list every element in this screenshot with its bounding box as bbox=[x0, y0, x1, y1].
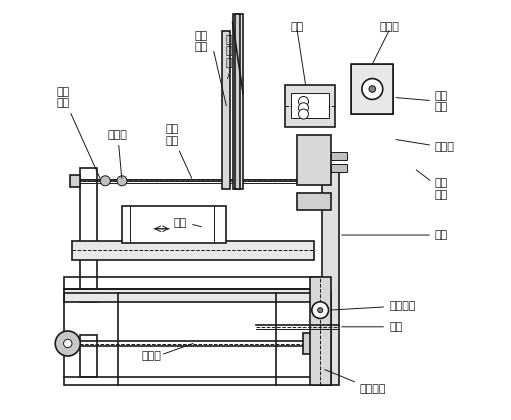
Text: 螺栓孔: 螺栓孔 bbox=[396, 139, 455, 152]
Bar bbox=[122, 206, 226, 243]
Bar bbox=[63, 277, 322, 289]
Circle shape bbox=[298, 97, 309, 107]
Circle shape bbox=[369, 86, 376, 92]
Text: 摆杆: 摆杆 bbox=[342, 322, 402, 332]
Circle shape bbox=[312, 302, 329, 318]
Text: 连接座: 连接座 bbox=[379, 22, 399, 32]
Bar bbox=[63, 294, 331, 385]
Circle shape bbox=[63, 339, 72, 348]
Circle shape bbox=[298, 103, 309, 113]
Circle shape bbox=[298, 109, 309, 119]
Text: 下放
机构: 下放 机构 bbox=[416, 170, 448, 200]
Text: 机座: 机座 bbox=[291, 22, 304, 32]
Bar bbox=[236, 14, 241, 189]
Bar bbox=[331, 152, 347, 160]
Text: 安装
滑轮: 安装 滑轮 bbox=[396, 91, 448, 112]
Bar bbox=[233, 14, 243, 189]
Text: 调节
长槽: 调节 长槽 bbox=[166, 124, 192, 178]
Bar bbox=[80, 335, 97, 377]
Text: 支撑板: 支撑板 bbox=[108, 130, 128, 178]
Text: 链轮轴: 链轮轴 bbox=[141, 351, 161, 361]
Text: 凸轮磙子: 凸轮磙子 bbox=[331, 301, 415, 311]
Text: 机架: 机架 bbox=[342, 230, 448, 240]
Text: 储
料
仓
/: 储 料 仓 / bbox=[225, 35, 231, 79]
Circle shape bbox=[318, 307, 322, 312]
Circle shape bbox=[100, 176, 110, 186]
Bar bbox=[331, 164, 347, 173]
Bar bbox=[63, 333, 74, 354]
Bar bbox=[304, 333, 314, 354]
Circle shape bbox=[362, 79, 383, 100]
Text: 角型
立柱: 角型 立柱 bbox=[195, 31, 208, 52]
Text: 凸轮机构: 凸轮机构 bbox=[325, 370, 386, 394]
Bar bbox=[80, 168, 97, 302]
Bar bbox=[72, 241, 314, 260]
Bar bbox=[352, 64, 393, 114]
Bar bbox=[291, 93, 329, 118]
Bar bbox=[352, 64, 393, 114]
Text: 摆动
机构: 摆动 机构 bbox=[57, 87, 100, 178]
Bar bbox=[222, 31, 230, 189]
Bar bbox=[70, 175, 80, 187]
Bar bbox=[285, 85, 335, 126]
Bar bbox=[63, 289, 322, 302]
Bar bbox=[310, 277, 331, 385]
Text: 船舱: 船舱 bbox=[174, 218, 187, 228]
Circle shape bbox=[55, 331, 80, 356]
Circle shape bbox=[117, 176, 127, 186]
Bar bbox=[322, 168, 339, 385]
Bar bbox=[297, 193, 331, 210]
Bar bbox=[297, 135, 331, 185]
